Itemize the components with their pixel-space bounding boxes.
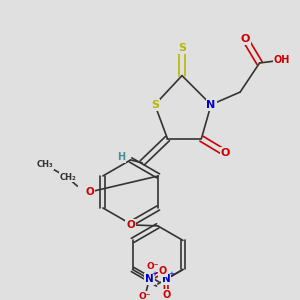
Text: S: S [178,44,186,53]
Text: N: N [145,274,154,284]
Text: O: O [221,148,230,158]
Text: N: N [162,274,170,284]
Text: O: O [159,266,167,276]
Text: O⁻: O⁻ [147,262,160,271]
Text: H: H [117,152,125,162]
Text: +: + [151,271,157,277]
Text: O: O [240,34,250,44]
Text: O⁻: O⁻ [139,292,151,300]
Text: O: O [85,187,94,197]
Text: OH: OH [274,55,290,65]
Text: +: + [168,271,174,277]
Text: S: S [151,100,159,110]
Text: O: O [126,220,135,230]
Text: O: O [162,290,170,300]
Text: CH₃: CH₃ [37,160,54,169]
Text: CH₂: CH₂ [59,173,76,182]
Text: N: N [206,100,216,110]
